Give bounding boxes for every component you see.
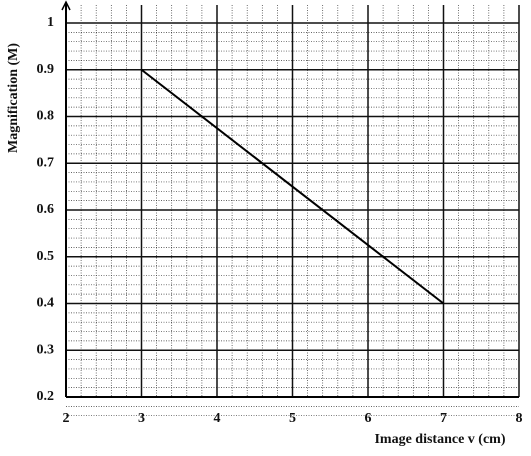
x-tick-label: 3 [138,411,145,426]
y-tick-label: 0.6 [37,202,55,217]
x-axis-label: Image distance v (cm) [374,432,505,447]
x-tick-label: 4 [214,411,221,426]
x-tick-label: 5 [289,411,296,426]
x-tick-label: 8 [516,411,523,426]
x-tick-label: 6 [365,411,372,426]
y-tick-label: 0.7 [37,155,55,170]
y-tick-label: 0.3 [37,342,55,357]
x-tick-label: 2 [63,411,70,426]
y-tick-label: 0.5 [37,249,55,264]
y-tick-label: 1 [47,15,54,30]
x-tick-label: 7 [440,411,447,426]
y-axis-arrow [61,0,71,11]
y-tick-label: 0.4 [37,296,55,311]
y-tick-label: 0.9 [37,62,55,77]
y-tick-label: 0.8 [37,109,55,124]
data-line [140,68,445,305]
y-tick-label: 0.2 [37,389,55,404]
y-axis-label: Magnification (M) [6,43,21,153]
